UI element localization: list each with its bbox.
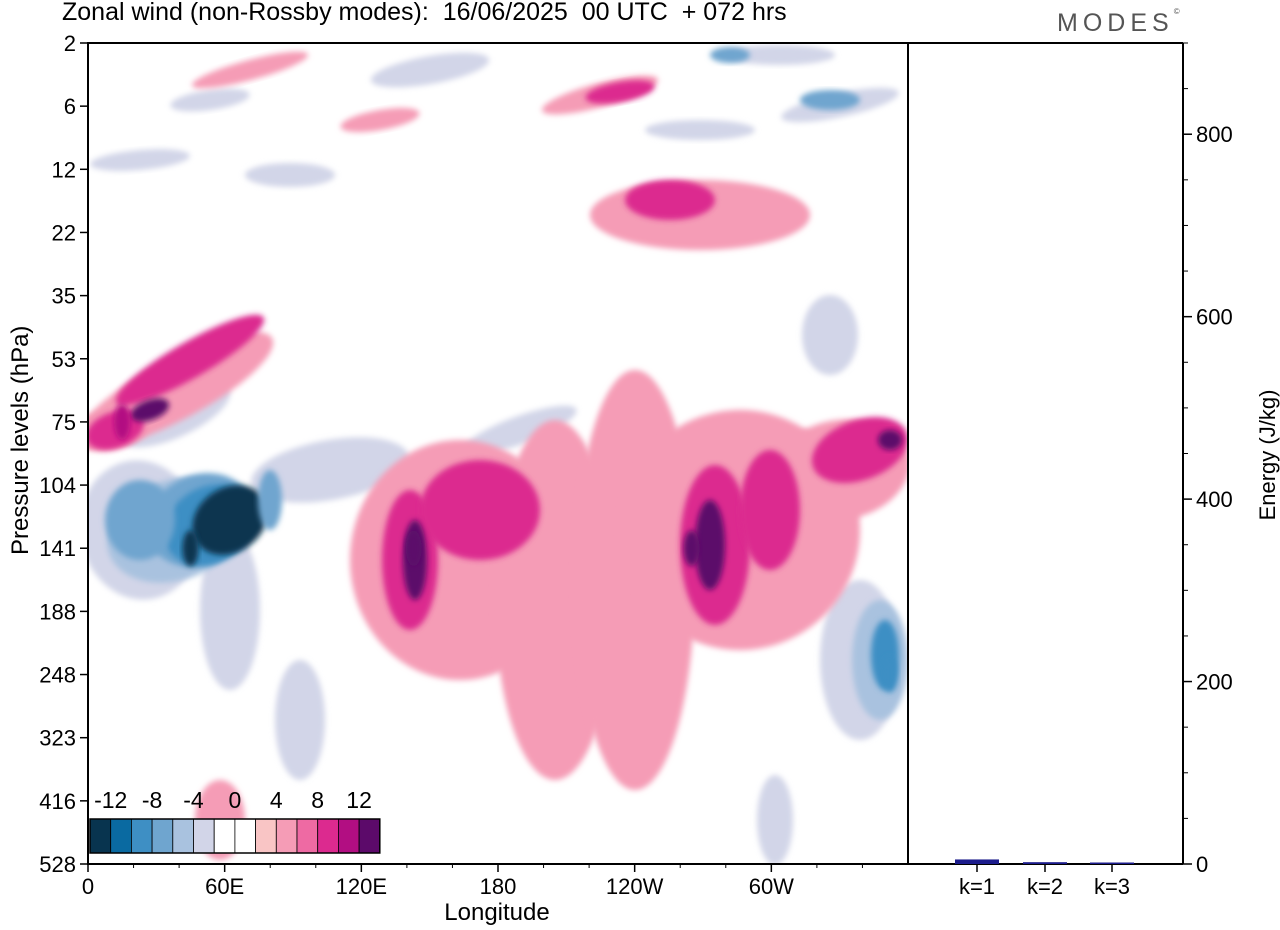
y-tick-label: 248: [39, 663, 76, 688]
y-tick-label: 22: [52, 220, 76, 245]
contour-region: [340, 107, 420, 133]
feature-core: [683, 530, 700, 567]
contour-region: [420, 460, 540, 560]
colorbar-frame: [89, 818, 381, 854]
y-tick-label: 12: [52, 157, 76, 182]
colorbar-swatch: [296, 818, 319, 854]
contour-region: [245, 163, 335, 187]
feature-core: [405, 530, 422, 567]
x-tick-label: 120W: [606, 874, 664, 899]
brand-mark: ©: [1173, 7, 1180, 16]
chart-title: Zonal wind (non-Rossby modes): 16/06/202…: [62, 0, 787, 26]
y-tick-label: 35: [52, 284, 76, 309]
y-tick-label: 416: [39, 789, 76, 814]
contour-region: [192, 485, 268, 555]
contour-region: [115, 314, 265, 406]
energy-tick-label: 600: [1196, 305, 1233, 330]
x-tick-label: 0: [82, 874, 94, 899]
feature-core: [182, 530, 199, 567]
energy-bar: [1090, 862, 1134, 864]
colorbar-label: 0: [229, 787, 242, 813]
contour-region: [585, 80, 655, 104]
colorbar-swatch: [275, 818, 298, 854]
colorbar-swatch: [193, 818, 215, 854]
contour-region: [251, 437, 409, 503]
y-tick-label: 2: [64, 31, 76, 56]
x-tick-label: 120E: [336, 874, 387, 899]
energy-bar-label: k=3: [1094, 874, 1130, 899]
y-tick-label: 528: [39, 852, 76, 877]
contour-region: [170, 88, 250, 112]
contour-region: [625, 180, 715, 220]
contour-region: [695, 500, 725, 590]
x-tick-label: 60W: [749, 874, 794, 899]
x-axis-label: Longitude: [444, 899, 550, 926]
energy-axis-label: Energy (J/kg): [1255, 389, 1280, 521]
colorbar-swatch: [130, 818, 153, 854]
x-tick-label: 180: [480, 874, 517, 899]
contour-region: [645, 120, 755, 140]
y-tick-label: 141: [39, 536, 76, 561]
contour-region: [200, 530, 260, 690]
colorbar-label: -4: [183, 787, 204, 813]
contour-region: [463, 405, 577, 455]
feature-core: [881, 656, 898, 693]
contour-region: [130, 398, 170, 422]
colorbar-swatch: [89, 818, 112, 854]
colorbar-label: 8: [311, 787, 324, 813]
contour-region: [800, 90, 860, 110]
colorbar-swatch: [255, 818, 277, 854]
y-tick-label: 53: [52, 347, 76, 372]
colorbar-label: -8: [142, 787, 162, 813]
contour-region: [725, 45, 835, 65]
contour-region: [740, 450, 800, 570]
colorbar-swatch: [110, 818, 132, 854]
contour-region: [191, 51, 309, 89]
y-tick-label: 188: [39, 599, 76, 624]
colorbar-label: 12: [346, 787, 372, 813]
energy-tick-label: 200: [1196, 670, 1233, 695]
contour-region: [757, 775, 793, 864]
brand-name: MODES: [1057, 9, 1174, 37]
contour-region: [710, 47, 750, 63]
contour-region: [370, 52, 490, 88]
contour-field: [88, 45, 908, 864]
colorbar-label: -12: [94, 787, 127, 813]
energy-bar-label: k=1: [959, 874, 995, 899]
colorbar: -12 -8 -4 0 4 8 12: [89, 787, 381, 854]
energy-tick-label: 800: [1196, 122, 1233, 147]
contour-region: [802, 295, 858, 375]
y-tick-label: 104: [39, 473, 76, 498]
energy-bars: k=1 k=2 k=3: [955, 859, 1134, 899]
colorbar-swatch: [172, 818, 194, 854]
contour-region: [105, 480, 175, 560]
energy-bar: [1023, 862, 1067, 864]
colorbar-swatch: [151, 818, 174, 854]
colorbar-swatch: [337, 818, 360, 854]
y-axis-label: Pressure levels (hPa): [7, 325, 34, 555]
y-tick-label: 323: [39, 726, 76, 751]
y-tick-label: 6: [64, 94, 76, 119]
feature-core: [114, 403, 131, 440]
colorbar-swatch: [234, 818, 256, 854]
y-tick-label: 75: [52, 410, 76, 435]
contour-region: [878, 430, 902, 450]
colorbar-swatch: [213, 818, 236, 854]
colorbar-swatch: [358, 818, 381, 854]
colorbar-label: 4: [270, 787, 283, 813]
contour-region: [275, 660, 325, 780]
colorbar-swatch: [317, 818, 339, 854]
contour-region: [90, 149, 190, 171]
energy-tick-label: 400: [1196, 487, 1233, 512]
brand-logo: MODES©: [1057, 7, 1180, 38]
contour-region: [258, 470, 282, 530]
x-tick-label: 60E: [205, 874, 244, 899]
energy-tick-label: 0: [1196, 852, 1208, 877]
energy-bar: [955, 859, 999, 864]
energy-bar-label: k=2: [1027, 874, 1063, 899]
